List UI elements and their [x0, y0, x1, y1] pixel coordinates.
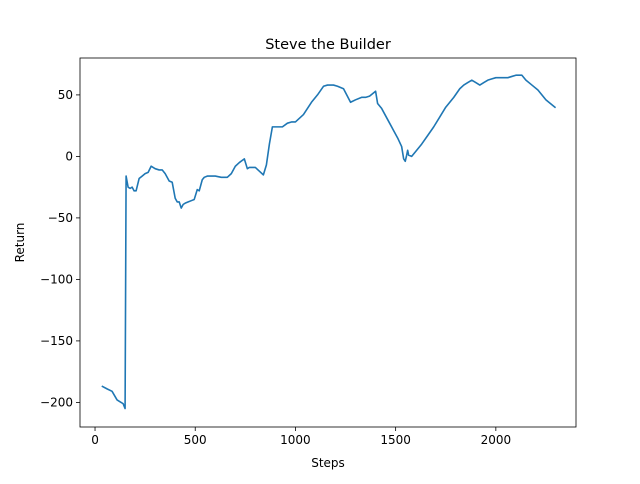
y-tick-label: −150: [40, 334, 73, 348]
y-tick-label: −100: [40, 272, 73, 286]
x-tick-label: 1000: [280, 433, 311, 447]
y-tick-label: −50: [48, 211, 73, 225]
x-tick-label: 500: [184, 433, 207, 447]
axis-ticks: 0 500 1000 1500 2000 −200 −150 −100 −50 0 50: [40, 88, 511, 447]
y-tick-label: −200: [40, 395, 73, 409]
y-tick-label: 0: [65, 149, 73, 163]
plot-area-frame: [79, 57, 577, 428]
series-line: [101, 74, 557, 410]
chart-title: Steve the Builder: [265, 37, 391, 53]
plot-series: [101, 74, 557, 410]
x-tick-label: 1500: [380, 433, 411, 447]
y-tick-label: 50: [58, 88, 73, 102]
y-axis-label: Return: [13, 223, 27, 263]
x-axis-label: Steps: [311, 456, 345, 470]
x-tick-label: 0: [91, 433, 99, 447]
x-tick-label: 2000: [481, 433, 512, 447]
